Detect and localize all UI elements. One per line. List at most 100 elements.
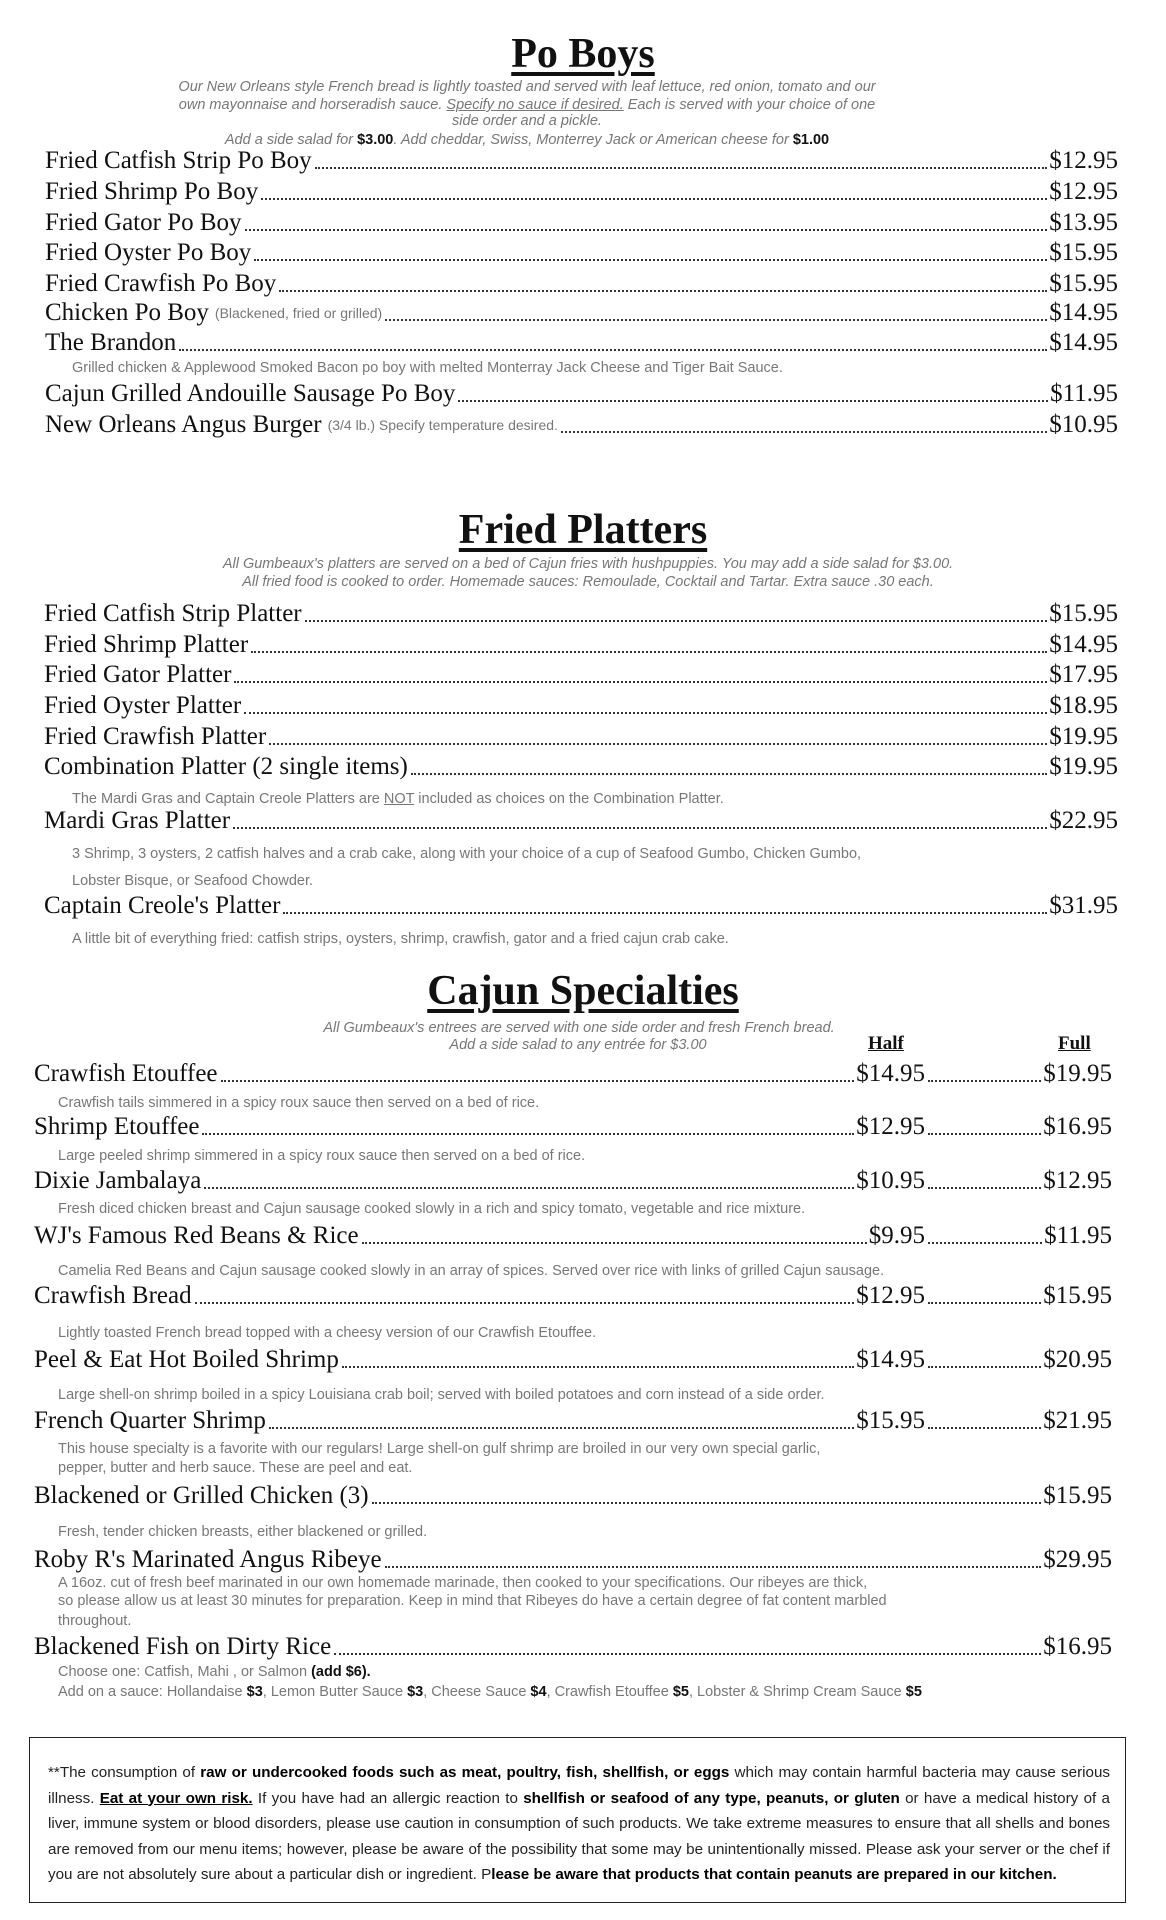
text-segment: Add a side salad for [224, 132, 358, 148]
dot-leader [334, 1653, 1042, 1655]
item-price: $19.95 [1049, 723, 1118, 750]
dot-leader [204, 1187, 855, 1189]
item-note: (Blackened, fried or grilled) [214, 305, 383, 321]
item-price: $16.95 [1043, 1633, 1112, 1660]
dot-leader [261, 198, 1048, 200]
item-name: Shrimp Etouffee [34, 1113, 200, 1140]
menu-item-full-price: $15.95 [925, 1281, 1112, 1311]
section-intro-line: own mayonnaise and horseradish sauce. Sp… [179, 96, 875, 114]
item-description: Add on a sauce: Hollandaise $3, Lemon Bu… [58, 1683, 922, 1701]
text-segment: $4 [530, 1684, 547, 1700]
item-name: Crawfish Etouffee [34, 1060, 218, 1087]
column-header-half: Half [868, 1033, 904, 1054]
item-name: Blackened or Grilled Chicken (3) [34, 1482, 369, 1509]
menu-item: Fried Crawfish Platter $19.95 [44, 722, 1118, 752]
dot-leader [269, 743, 1048, 745]
menu-item-full-price: $19.95 [925, 1059, 1112, 1089]
menu-item: Peel & Eat Hot Boiled Shrimp $14.95 [34, 1345, 925, 1375]
section-intro-line: Our New Orleans style French bread is li… [178, 78, 875, 96]
allergy-disclaimer-text: **The consumption of raw or undercooked … [48, 1760, 1110, 1888]
section-intro-line: Add a side salad to any entrée for $3.00 [449, 1036, 706, 1054]
menu-item: Mardi Gras Platter $22.95 [44, 806, 1118, 836]
item-price: $11.95 [1050, 380, 1118, 407]
menu-item-full-price: $20.95 [925, 1345, 1112, 1375]
item-description: 3 Shrimp, 3 oysters, 2 catfish halves an… [72, 845, 861, 863]
text-segment: A 16oz. cut of fresh beef marinated in o… [58, 1575, 868, 1591]
text-segment: Eat at your own risk. [99, 1789, 253, 1807]
dot-leader [283, 912, 1048, 914]
menu-item: Combination Platter (2 single items) $19.… [44, 752, 1118, 782]
text-segment: included as choices on the Combination P… [414, 791, 724, 807]
menu-item: Chicken Po Boy (Blackened, fried or grill… [45, 298, 1118, 328]
item-price-half: $14.95 [856, 1060, 925, 1087]
text-segment: pepper, butter and herb sauce. These are… [58, 1460, 413, 1476]
text-segment: side order and a pickle. [452, 113, 602, 129]
text-segment: Crawfish tails simmered in a spicy roux … [58, 1095, 540, 1111]
item-price: $18.95 [1049, 692, 1118, 719]
text-segment: raw or undercooked foods such as meat, p… [200, 1764, 730, 1781]
section-intro-line: All Gumbeaux's entrees are served with o… [323, 1019, 834, 1037]
item-name: Dixie Jambalaya [34, 1167, 202, 1194]
text-segment: All Gumbeaux's platters are served on a … [222, 556, 954, 572]
menu-item: Fried Crawfish Po Boy $15.95 [45, 269, 1118, 299]
menu-item-full-price: $12.95 [925, 1166, 1112, 1196]
text-segment: . Add cheddar, Swiss, Monterrey Jack or … [393, 132, 793, 148]
item-price: $22.95 [1049, 807, 1118, 834]
text-segment: NOT [383, 791, 415, 807]
item-price-half: $14.95 [856, 1346, 925, 1373]
item-price-half: $12.95 [856, 1113, 925, 1140]
text-segment: Specify no sauce if desired. [446, 97, 624, 113]
text-segment: Large shell-on shrimp boiled in a spicy … [58, 1387, 825, 1403]
item-note: (3/4 lb.) Specify temperature desired. [327, 417, 558, 433]
text-segment: All Gumbeaux's entrees are served with o… [323, 1020, 835, 1036]
item-price: $31.95 [1049, 892, 1118, 919]
menu-item: New Orleans Angus Burger (3/4 lb.) Specif… [45, 410, 1118, 440]
text-segment: If you have had an allergic reaction to [252, 1789, 524, 1807]
text-segment: $5 [905, 1684, 922, 1700]
text-segment: lease be aware that products that contai… [491, 1866, 1057, 1883]
item-price: $13.95 [1049, 209, 1118, 236]
item-name: Fried Crawfish Po Boy [45, 270, 277, 297]
item-name: Captain Creole's Platter [44, 892, 281, 919]
menu-item-full-price: $11.95 [925, 1221, 1112, 1251]
item-description: A little bit of everything fried: catfis… [72, 930, 729, 948]
dot-leader [254, 259, 1048, 261]
section-intro-line: side order and a pickle. [452, 112, 602, 130]
text-segment: Fresh diced chicken breast and Cajun sau… [58, 1201, 806, 1217]
item-name: New Orleans Angus Burger [45, 411, 322, 438]
item-price: $15.95 [1043, 1482, 1112, 1509]
item-name: Roby R's Marinated Angus Ribeye [34, 1546, 382, 1573]
item-price: $15.95 [1049, 600, 1118, 627]
text-segment: (add $6). [311, 1664, 371, 1680]
item-name: Mardi Gras Platter [44, 807, 231, 834]
menu-item: Blackened or Grilled Chicken (3) $15.95 [34, 1481, 1112, 1511]
dot-leader [341, 1366, 855, 1368]
text-segment: Add on a sauce: Hollandaise [58, 1684, 247, 1700]
item-description: Fresh diced chicken breast and Cajun sau… [58, 1200, 805, 1218]
menu-item: French Quarter Shrimp $15.95 [34, 1406, 925, 1436]
text-segment: shellfish or seafood of any type, peanut… [523, 1789, 900, 1807]
item-price: $19.95 [1049, 753, 1118, 780]
item-description: Grilled chicken & Applewood Smoked Bacon… [72, 359, 783, 377]
item-name: Fried Shrimp Po Boy [45, 178, 259, 205]
dot-leader [928, 1427, 1042, 1429]
title-cajun-specialties: Cajun Specialties [427, 968, 739, 1014]
text-segment: Each is served with your choice of one [623, 97, 876, 113]
text-segment: The Mardi Gras and Captain Creole Platte… [72, 791, 384, 807]
menu-item: Roby R's Marinated Angus Ribeye $29.95 [34, 1545, 1112, 1575]
item-price-full: $20.95 [1043, 1346, 1112, 1373]
menu-item: Fried Catfish Strip Po Boy $12.95 [45, 146, 1118, 176]
item-price-full: $15.95 [1043, 1282, 1112, 1309]
item-name: Fried Gator Po Boy [45, 209, 242, 236]
item-price-full: $19.95 [1043, 1060, 1112, 1087]
item-description: Large peeled shrimp simmered in a spicy … [58, 1147, 585, 1165]
item-description: Lightly toasted French bread topped with… [58, 1324, 596, 1342]
menu-item: Captain Creole's Platter $31.95 [44, 891, 1118, 921]
column-header-full: Full [1058, 1033, 1091, 1054]
item-description: A 16oz. cut of fresh beef marinated in o… [58, 1574, 867, 1592]
item-name: Fried Crawfish Platter [44, 723, 267, 750]
item-description: The Mardi Gras and Captain Creole Platte… [72, 790, 724, 808]
dot-leader [179, 349, 1048, 351]
text-segment: $1.00 [792, 132, 830, 148]
text-segment: All fried food is cooked to order. Homem… [242, 574, 934, 590]
